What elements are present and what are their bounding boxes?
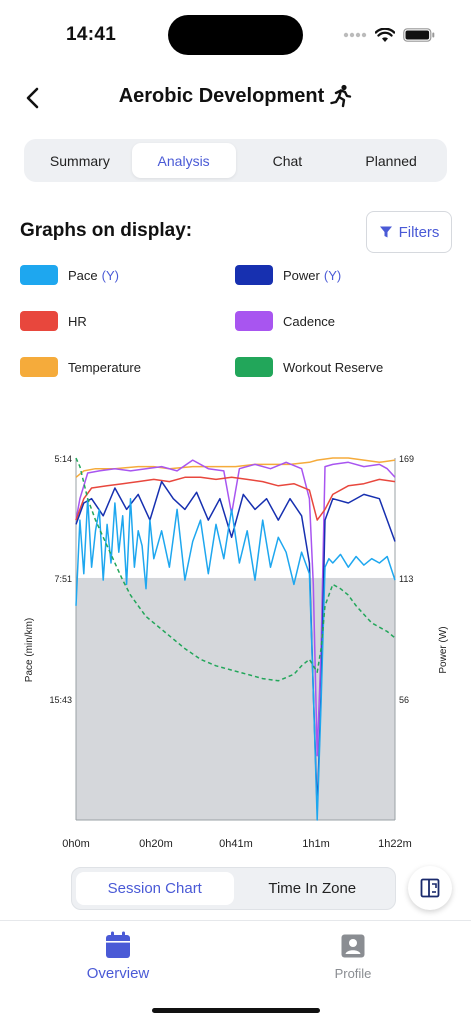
tab-chat[interactable]: Chat — [272, 152, 303, 169]
series-hr — [75, 476, 396, 521]
legend-label: Cadence — [283, 313, 336, 329]
series-layer — [75, 457, 396, 821]
nav-profile-label: Profile — [334, 966, 372, 981]
right-axis-label: Power (W) — [438, 626, 449, 673]
funnel-icon — [379, 226, 392, 238]
signal-icon — [343, 32, 367, 38]
left-tick-label: 7:51 — [54, 574, 72, 584]
x-tick-label: 1h22m — [378, 838, 412, 850]
status-time: 14:41 — [66, 24, 117, 45]
graphs-title: Graphs on display: — [20, 220, 193, 241]
home-indicator — [152, 1008, 320, 1013]
hr-swatch — [20, 311, 58, 331]
legend-label: Power — [283, 267, 320, 283]
legend-label: Temperature — [68, 359, 141, 375]
wifi-icon — [375, 27, 395, 42]
x-tick-label: 0h20m — [139, 838, 173, 850]
left-tick-label: 5:14 — [54, 454, 72, 464]
header: Aerobic Development — [0, 78, 471, 118]
legend-item-pace[interactable]: Pace (Y) — [20, 264, 119, 286]
series-workout-reserve — [75, 457, 396, 682]
legend-label: Pace — [68, 267, 98, 283]
dynamic-island — [168, 15, 303, 55]
tab-planned[interactable]: Planned — [365, 152, 417, 169]
bottom-nav: Overview Profile — [0, 920, 471, 1024]
page-title: Aerobic Development — [118, 84, 325, 107]
x-tick-label: 0h0m — [62, 838, 90, 850]
left-axis-label: Pace (min/km) — [24, 618, 35, 682]
running-icon — [330, 84, 352, 108]
legend-axis-marker: (Y) — [101, 267, 119, 283]
session-chart-option[interactable]: Session Chart — [76, 872, 234, 905]
shaded-band — [76, 577, 395, 820]
time-in-zone-option[interactable]: Time In Zone — [268, 880, 357, 897]
temperature-swatch — [20, 357, 58, 377]
legend-item-temperature[interactable]: Temperature — [20, 356, 141, 378]
calendar-icon — [106, 931, 130, 958]
legend-item-cadence[interactable]: Cadence — [235, 310, 335, 332]
legend-axis-marker: (Y) — [323, 267, 342, 283]
series-pace — [75, 497, 396, 821]
session-chart[interactable]: 5:14 7:51 15:43 169 113 56 0h0m 0h20m 0h… — [0, 440, 471, 860]
tab-summary[interactable]: Summary — [49, 152, 110, 169]
chart-svg: 5:14 7:51 15:43 169 113 56 0h0m 0h20m 0h… — [24, 454, 449, 850]
status-icons — [343, 25, 435, 45]
x-tick-label: 1h1m — [302, 838, 330, 850]
series-temperature — [75, 457, 396, 478]
chevron-left-icon — [26, 87, 39, 109]
title-wrap: Aerobic Development — [0, 84, 471, 108]
battery-icon — [403, 28, 435, 42]
back-button[interactable] — [18, 82, 48, 114]
workout-reserve-swatch — [235, 357, 273, 377]
power-swatch — [235, 265, 273, 285]
nav-profile[interactable]: Profile — [303, 931, 403, 981]
right-tick-label: 113 — [399, 574, 413, 584]
x-tick-label: 0h41m — [219, 838, 253, 850]
expand-chart-button[interactable] — [408, 866, 452, 910]
series-cadence — [75, 459, 396, 757]
expand-chart-icon — [420, 878, 440, 898]
status-bar: 14:41 — [0, 0, 471, 70]
tick-layer: 5:14 7:51 15:43 169 113 56 0h0m 0h20m 0h… — [24, 454, 449, 850]
legend-item-power[interactable]: Power (Y) — [235, 264, 341, 286]
profile-icon — [341, 934, 365, 958]
filters-button[interactable]: Filters — [366, 211, 452, 253]
legend-item-hr[interactable]: HR — [20, 310, 87, 332]
cadence-swatch — [235, 311, 273, 331]
tab-bar: Summary Analysis Chat Planned — [24, 139, 447, 182]
nav-overview[interactable]: Overview — [68, 931, 168, 982]
right-tick-label: 169 — [399, 454, 414, 464]
legend-item-workout-reserve[interactable]: Workout Reserve — [235, 356, 383, 378]
filters-label: Filters — [398, 223, 440, 241]
right-tick-label: 56 — [399, 695, 409, 705]
chart-view-toggle: Session Chart Time In Zone — [71, 867, 396, 910]
pace-swatch — [20, 265, 58, 285]
left-tick-label: 15:43 — [49, 695, 72, 705]
nav-overview-label: Overview — [86, 965, 150, 982]
legend-label: HR — [68, 313, 87, 329]
legend-label: Workout Reserve — [283, 359, 384, 375]
series-power — [75, 480, 396, 811]
tab-analysis[interactable]: Analysis — [131, 143, 236, 178]
